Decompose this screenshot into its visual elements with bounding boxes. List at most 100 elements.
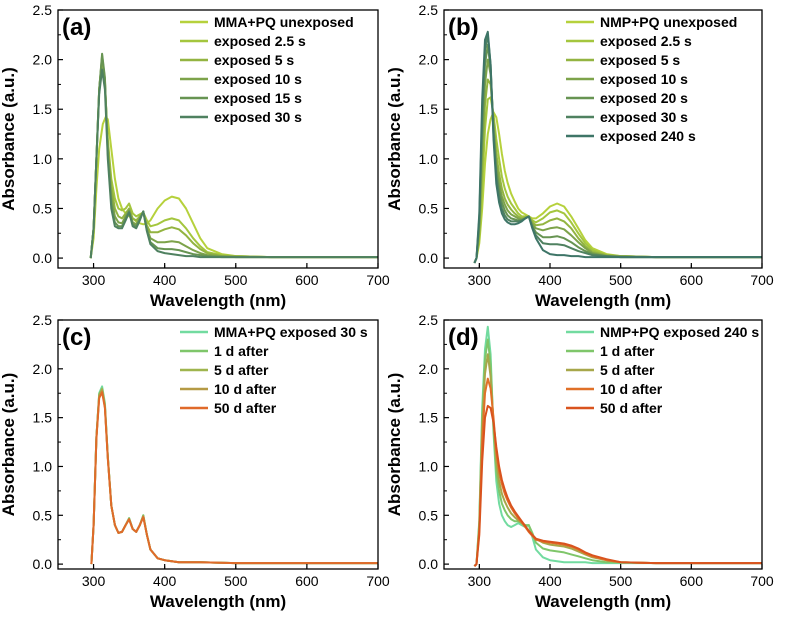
series-line-6 xyxy=(89,68,378,259)
series-line-3 xyxy=(473,78,762,264)
series-line-1 xyxy=(89,116,378,259)
legend: MMA+PQ unexposed exposed 2.5 s exposed 5 s… xyxy=(180,14,354,125)
y-tick-label: 2.0 xyxy=(33,52,53,68)
legend-label: exposed 5 s xyxy=(214,52,294,68)
legend-label: 50 d after xyxy=(600,400,663,416)
y-tick-label: 0.5 xyxy=(33,200,53,216)
legend-label: 50 d after xyxy=(214,400,277,416)
series-line-5 xyxy=(90,391,378,565)
x-tick-label: 700 xyxy=(750,573,774,589)
panel-label: (b) xyxy=(448,14,479,41)
y-tick-label: 0.0 xyxy=(419,250,439,266)
chart-panel-4: 300 400 500 600 700 0.0 0.5 1.0 1.5 2.0 2.5 Wavelen… xyxy=(385,312,774,611)
plot-frame xyxy=(57,319,379,570)
legend-label: exposed 15 s xyxy=(214,90,302,106)
x-axis-title: Wavelength (nm) xyxy=(535,592,671,611)
y-tick-label: 1.5 xyxy=(419,410,439,426)
y-tick-label: 2.5 xyxy=(419,312,439,328)
legend-label: exposed 10 s xyxy=(600,71,688,87)
series-group xyxy=(473,30,762,264)
legend-label: 5 d after xyxy=(600,362,655,378)
panel-label: (c) xyxy=(62,324,91,351)
y-tick-label: 1.5 xyxy=(33,410,53,426)
plot-frame xyxy=(443,9,763,269)
y-tick-label: 2.0 xyxy=(419,361,439,377)
panel-label: (d) xyxy=(448,324,479,351)
panel-label: (a) xyxy=(62,14,91,41)
y-axis-title: Absorbance (a.u.) xyxy=(0,67,18,211)
plot-frame xyxy=(443,319,763,570)
x-tick-label: 500 xyxy=(224,272,248,288)
series-line-6 xyxy=(473,33,762,264)
chart-panel-1: 300 400 500 600 700 0.0 0.5 1.0 1.5 2.0 2.5 Wavelen… xyxy=(0,2,390,310)
y-axis-title: Absorbance (a.u.) xyxy=(385,67,404,211)
x-tick-label: 500 xyxy=(224,573,248,589)
y-axis-title: Absorbance (a.u.) xyxy=(0,373,18,517)
series-line-1 xyxy=(473,111,762,264)
y-tick-label: 0.5 xyxy=(33,507,53,523)
y-tick-label: 2.0 xyxy=(419,52,439,68)
series-group xyxy=(473,325,762,567)
legend-label: 10 d after xyxy=(600,381,663,397)
y-tick-label: 1.0 xyxy=(419,458,439,474)
y-tick-label: 2.5 xyxy=(33,312,53,328)
x-tick-label: 300 xyxy=(468,573,492,589)
y-tick-label: 2.5 xyxy=(419,2,439,18)
x-tick-label: 600 xyxy=(680,573,704,589)
series-line-4 xyxy=(90,389,378,565)
y-tick-label: 0.0 xyxy=(33,556,53,572)
x-tick-label: 600 xyxy=(680,272,704,288)
series-group xyxy=(90,385,378,565)
x-tick-label: 300 xyxy=(82,272,106,288)
x-tick-label: 600 xyxy=(295,573,319,589)
legend-label: exposed 2.5 s xyxy=(600,33,692,49)
legend-label: NMP+PQ exposed 240 s xyxy=(600,324,759,340)
y-tick-label: 1.5 xyxy=(419,101,439,117)
x-axis-title: Wavelength (nm) xyxy=(535,291,671,310)
x-tick-label: 700 xyxy=(750,272,774,288)
legend: NMP+PQ unexposed exposed 2.5 s exposed 5 s… xyxy=(566,14,737,144)
legend-label: MMA+PQ exposed 30 s xyxy=(214,324,368,340)
y-tick-label: 0.5 xyxy=(419,507,439,523)
legend-label: exposed 30 s xyxy=(214,109,302,125)
legend-label: MMA+PQ unexposed xyxy=(214,14,354,30)
x-tick-label: 700 xyxy=(366,272,390,288)
legend: NMP+PQ exposed 240 s 1 d after 5 d after 10… xyxy=(566,324,759,416)
legend-label: 5 d after xyxy=(214,362,269,378)
legend-label: exposed 30 s xyxy=(600,109,688,125)
x-tick-label: 400 xyxy=(538,272,562,288)
series-line-5 xyxy=(473,404,762,567)
legend: MMA+PQ exposed 30 s 1 d after 5 d after 10 … xyxy=(180,324,368,416)
y-tick-label: 0.5 xyxy=(419,200,439,216)
chart-panel-3: 300 400 500 600 700 0.0 0.5 1.0 1.5 2.0 2.5 Wavelen… xyxy=(0,312,390,611)
x-tick-label: 400 xyxy=(538,573,562,589)
y-tick-label: 1.0 xyxy=(419,151,439,167)
y-tick-label: 0.0 xyxy=(419,556,439,572)
legend-label: NMP+PQ unexposed xyxy=(600,14,737,30)
y-tick-label: 2.5 xyxy=(33,2,53,18)
x-tick-label: 500 xyxy=(609,272,633,288)
y-tick-label: 2.0 xyxy=(33,361,53,377)
legend-label: exposed 10 s xyxy=(214,71,302,87)
x-tick-label: 700 xyxy=(366,573,390,589)
x-axis-title: Wavelength (nm) xyxy=(150,592,286,611)
x-tick-label: 600 xyxy=(295,272,319,288)
x-tick-label: 400 xyxy=(153,573,177,589)
legend-label: exposed 5 s xyxy=(600,52,680,68)
legend-label: 1 d after xyxy=(214,343,269,359)
x-tick-label: 400 xyxy=(153,272,177,288)
x-tick-label: 500 xyxy=(609,573,633,589)
legend-label: exposed 2.5 s xyxy=(214,33,306,49)
chart-panel-2: 300 400 500 600 700 0.0 0.5 1.0 1.5 2.0 2.5 Wavelen… xyxy=(385,2,774,310)
x-axis-title: Wavelength (nm) xyxy=(150,291,286,310)
y-axis-title: Absorbance (a.u.) xyxy=(385,373,404,517)
plot-frame xyxy=(57,9,379,269)
series-line-7 xyxy=(473,30,762,264)
y-tick-label: 1.0 xyxy=(33,151,53,167)
y-tick-label: 0.0 xyxy=(33,250,53,266)
y-tick-label: 1.5 xyxy=(33,101,53,117)
x-tick-label: 300 xyxy=(468,272,492,288)
legend-label: 1 d after xyxy=(600,343,655,359)
x-tick-label: 300 xyxy=(82,573,106,589)
